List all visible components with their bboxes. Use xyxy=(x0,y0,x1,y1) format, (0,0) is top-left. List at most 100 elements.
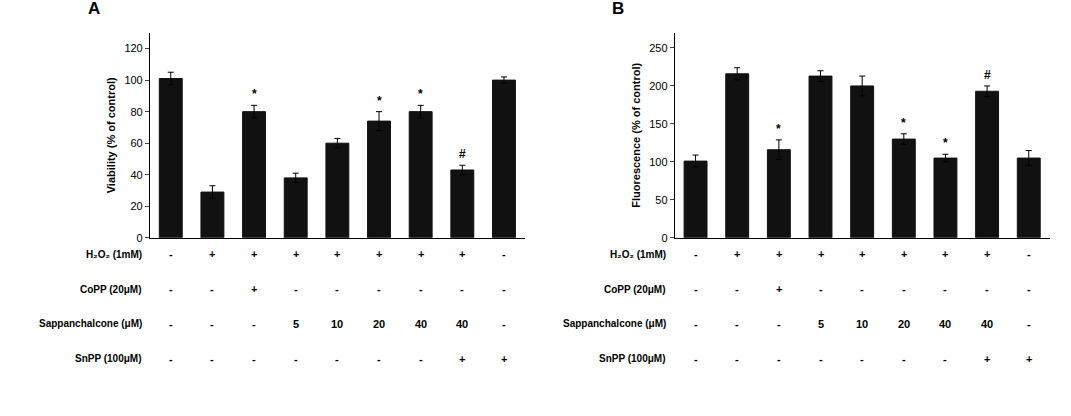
svg-text:-: - xyxy=(819,353,823,365)
svg-text:+: + xyxy=(776,283,782,295)
svg-text:20: 20 xyxy=(373,318,385,330)
svg-text:*: * xyxy=(943,136,948,150)
svg-text:H₂O₂ (1mM): H₂O₂ (1mM) xyxy=(86,249,142,260)
svg-text:-: - xyxy=(1027,283,1031,295)
svg-text:-: - xyxy=(860,283,864,295)
svg-text:-: - xyxy=(694,283,698,295)
svg-text:-: - xyxy=(943,353,947,365)
svg-text:*: * xyxy=(776,122,781,136)
svg-text:-: - xyxy=(335,353,339,365)
svg-text:-: - xyxy=(735,353,739,365)
svg-text:-: - xyxy=(943,283,947,295)
svg-text:*: * xyxy=(252,87,257,101)
svg-text:-: - xyxy=(860,353,864,365)
svg-text:-: - xyxy=(502,248,506,260)
svg-text:0: 0 xyxy=(137,232,143,244)
svg-text:-: - xyxy=(210,353,214,365)
svg-text:40: 40 xyxy=(456,318,468,330)
svg-text:-: - xyxy=(252,318,256,330)
svg-text:#: # xyxy=(984,68,991,82)
svg-text:+: + xyxy=(209,248,215,260)
svg-text:Sappanchalcone (μM): Sappanchalcone (μM) xyxy=(563,318,666,329)
svg-text:SnPP (100μM): SnPP (100μM) xyxy=(75,353,142,364)
svg-text:+: + xyxy=(293,248,299,260)
svg-text:*: * xyxy=(418,87,423,101)
svg-text:40: 40 xyxy=(939,318,951,330)
svg-text:+: + xyxy=(459,248,465,260)
svg-text:Sappanchalcone (μM): Sappanchalcone (μM) xyxy=(39,318,142,329)
svg-text:+: + xyxy=(251,283,257,295)
svg-text:200: 200 xyxy=(649,80,667,92)
svg-text:10: 10 xyxy=(331,318,343,330)
svg-text:20: 20 xyxy=(130,200,142,212)
svg-text:150: 150 xyxy=(649,118,667,130)
svg-text:40: 40 xyxy=(415,318,427,330)
svg-text:H₂O₂ (1mM): H₂O₂ (1mM) xyxy=(610,249,666,260)
svg-text:-: - xyxy=(294,353,298,365)
svg-text:-: - xyxy=(1027,318,1031,330)
svg-text:A: A xyxy=(88,0,100,18)
svg-text:80: 80 xyxy=(130,106,142,118)
svg-text:100: 100 xyxy=(649,156,667,168)
svg-text:60: 60 xyxy=(130,137,142,149)
svg-text:+: + xyxy=(459,353,465,365)
svg-text:+: + xyxy=(818,248,824,260)
svg-text:-: - xyxy=(419,283,423,295)
svg-text:#: # xyxy=(459,147,466,161)
svg-text:50: 50 xyxy=(655,194,667,206)
svg-text:5: 5 xyxy=(293,318,299,330)
svg-text:-: - xyxy=(294,283,298,295)
svg-text:-: - xyxy=(335,283,339,295)
svg-text:+: + xyxy=(501,353,507,365)
svg-text:+: + xyxy=(942,248,948,260)
svg-text:-: - xyxy=(502,283,506,295)
svg-text:Viability (% of control): Viability (% of control) xyxy=(105,77,117,193)
svg-text:40: 40 xyxy=(981,318,993,330)
svg-text:-: - xyxy=(735,283,739,295)
svg-text:-: - xyxy=(694,318,698,330)
svg-text:CoPP (20μM): CoPP (20μM) xyxy=(80,284,142,295)
svg-text:40: 40 xyxy=(130,169,142,181)
svg-text:-: - xyxy=(777,353,781,365)
svg-text:+: + xyxy=(734,248,740,260)
svg-text:-: - xyxy=(210,318,214,330)
svg-text:+: + xyxy=(984,353,990,365)
svg-text:-: - xyxy=(377,283,381,295)
svg-text:-: - xyxy=(777,318,781,330)
svg-text:+: + xyxy=(418,248,424,260)
svg-text:-: - xyxy=(210,283,214,295)
svg-text:250: 250 xyxy=(649,42,667,54)
svg-text:+: + xyxy=(251,248,257,260)
svg-text:-: - xyxy=(252,353,256,365)
svg-text:-: - xyxy=(694,353,698,365)
svg-text:-: - xyxy=(694,248,698,260)
svg-text:-: - xyxy=(169,248,173,260)
svg-text:*: * xyxy=(901,116,906,130)
svg-text:10: 10 xyxy=(856,318,868,330)
svg-text:*: * xyxy=(377,94,382,108)
svg-text:+: + xyxy=(376,248,382,260)
svg-text:-: - xyxy=(985,283,989,295)
svg-text:SnPP (100μM): SnPP (100μM) xyxy=(599,353,666,364)
svg-text:+: + xyxy=(776,248,782,260)
svg-text:-: - xyxy=(902,283,906,295)
svg-text:-: - xyxy=(377,353,381,365)
svg-text:-: - xyxy=(169,283,173,295)
svg-text:+: + xyxy=(334,248,340,260)
svg-text:-: - xyxy=(735,318,739,330)
svg-text:B: B xyxy=(612,0,624,18)
svg-text:0: 0 xyxy=(661,232,667,244)
svg-text:-: - xyxy=(1027,248,1031,260)
svg-text:Fluorescence (% of control): Fluorescence (% of control) xyxy=(630,63,642,208)
svg-text:+: + xyxy=(1026,353,1032,365)
svg-text:-: - xyxy=(502,318,506,330)
svg-text:+: + xyxy=(984,248,990,260)
svg-text:100: 100 xyxy=(124,74,142,86)
svg-text:20: 20 xyxy=(898,318,910,330)
svg-text:5: 5 xyxy=(818,318,824,330)
svg-text:+: + xyxy=(901,248,907,260)
svg-text:-: - xyxy=(460,283,464,295)
svg-text:-: - xyxy=(169,353,173,365)
svg-text:-: - xyxy=(169,318,173,330)
svg-text:-: - xyxy=(819,283,823,295)
